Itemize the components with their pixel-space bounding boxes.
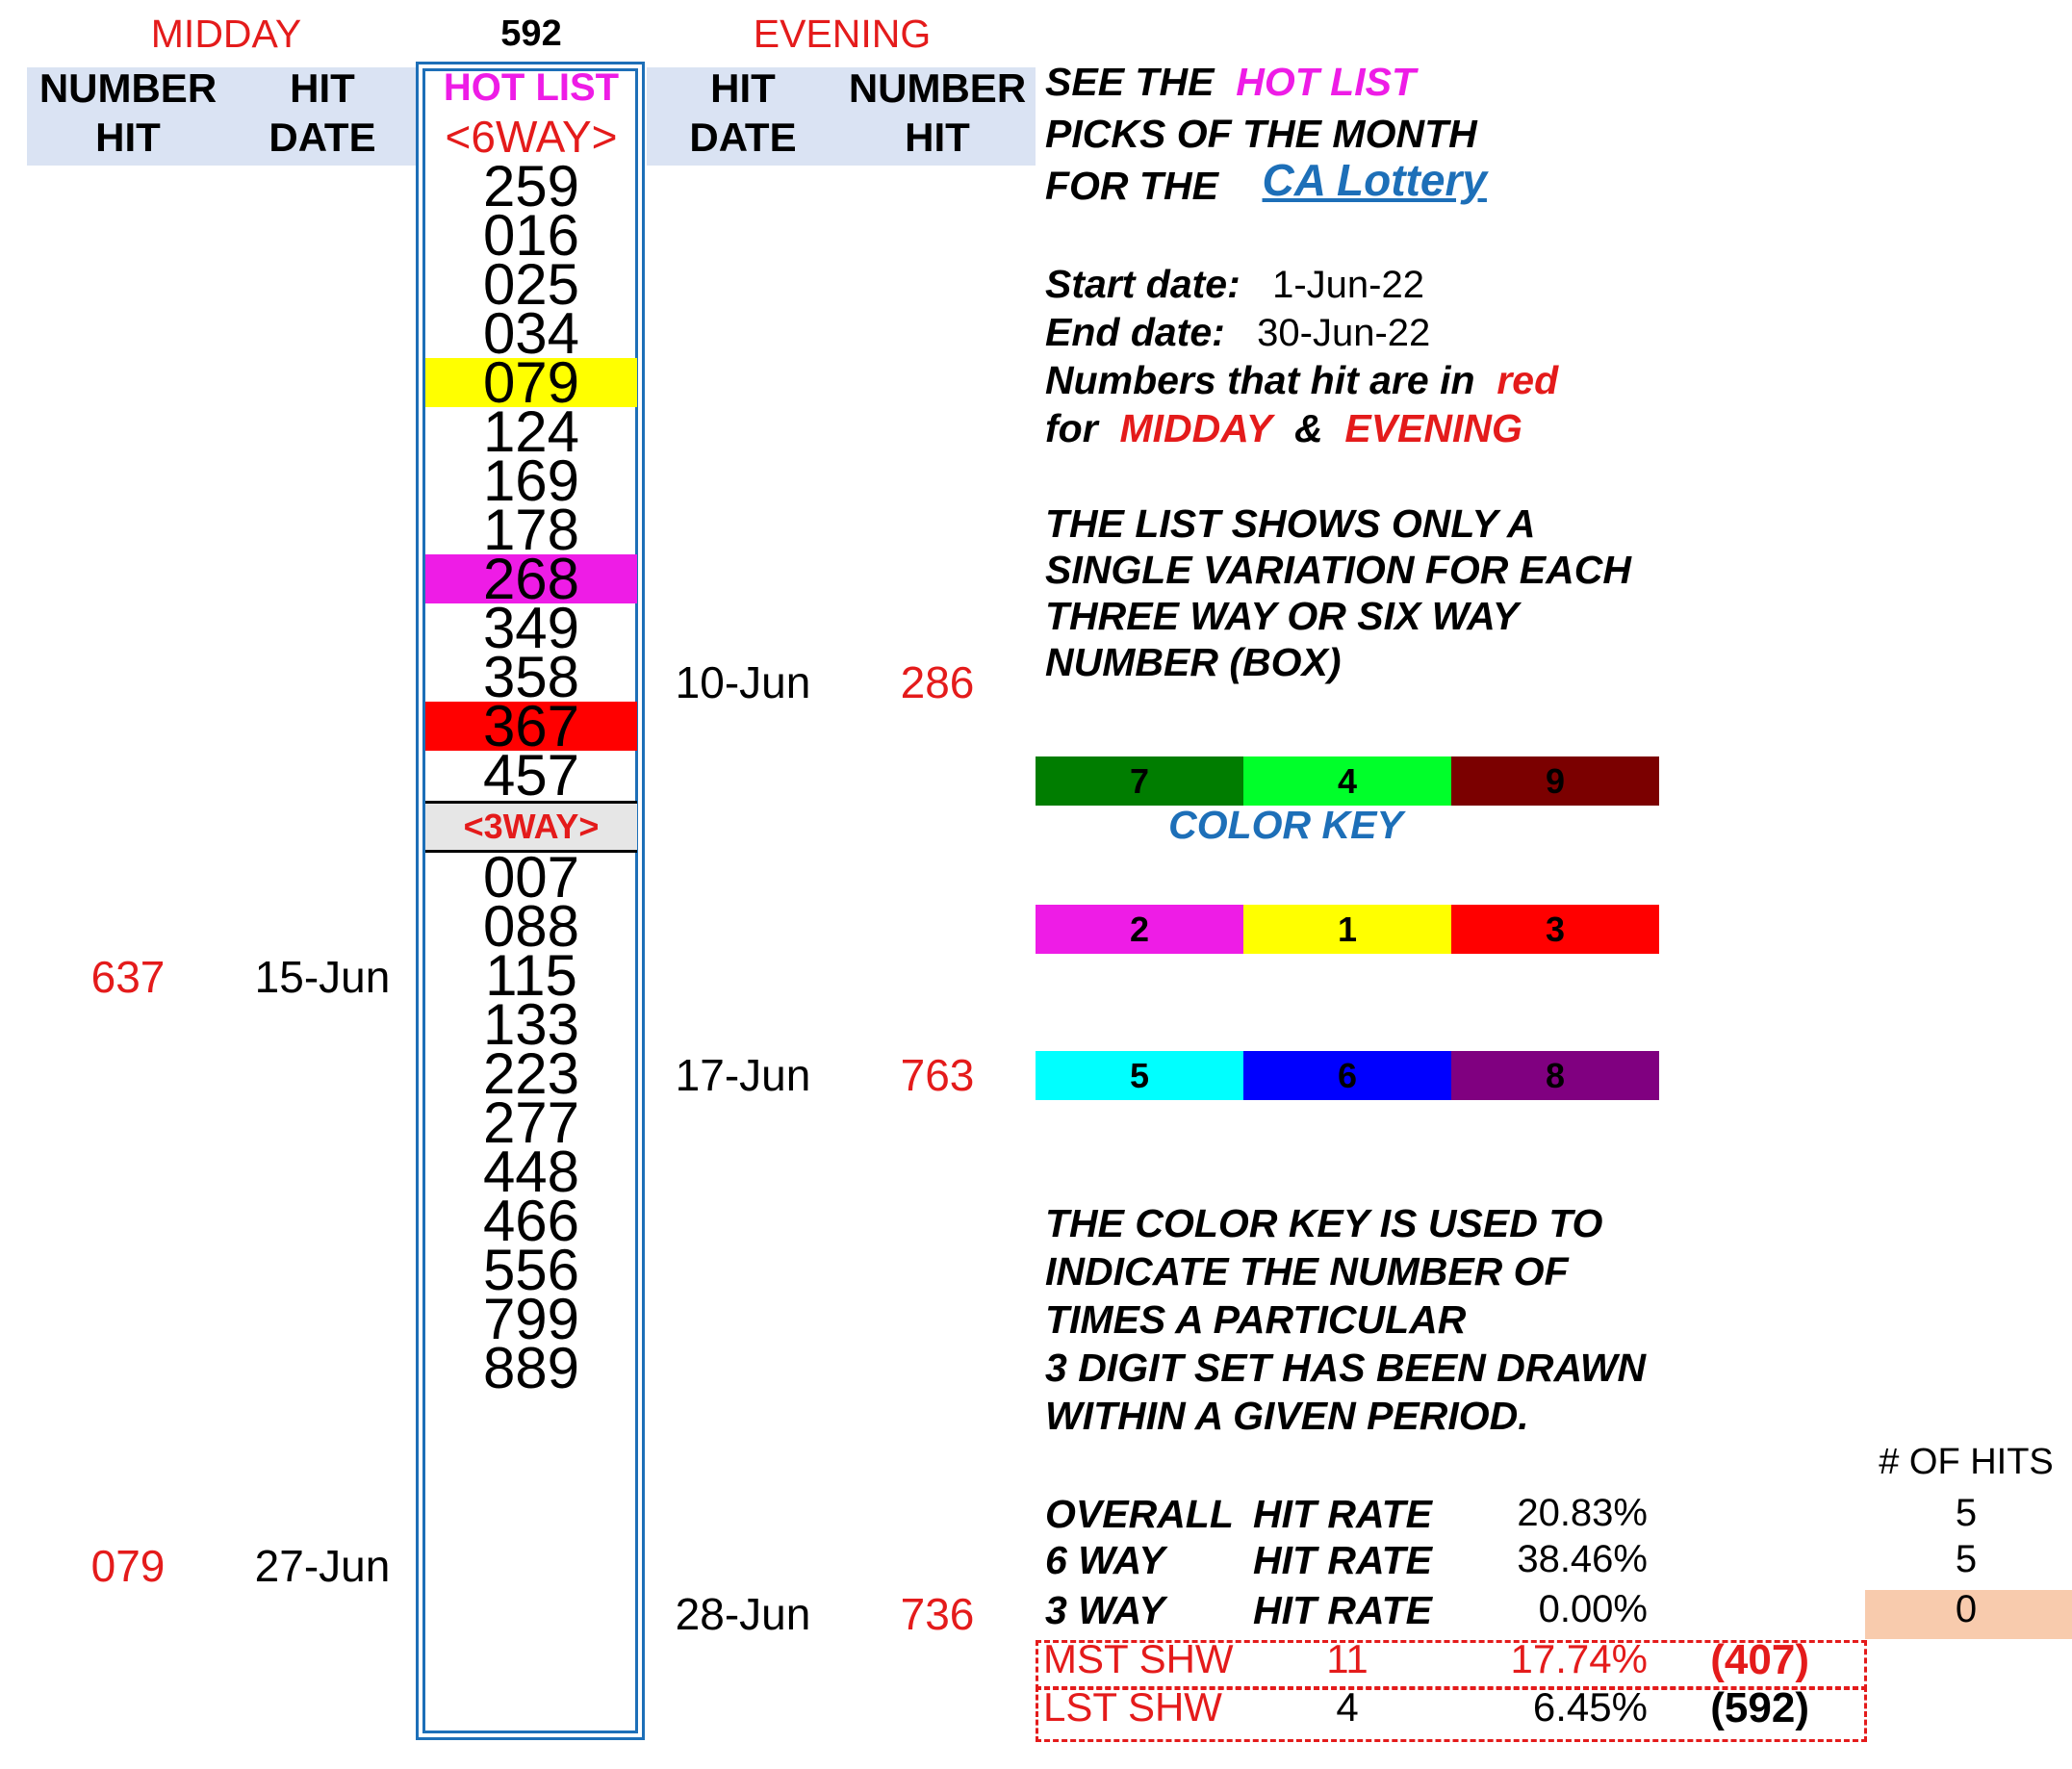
hot-list-column: HOT LIST <6WAY> 259 016 025 034 079 124 169 178…	[416, 62, 647, 1742]
hot-list-number: 007	[482, 845, 580, 910]
header-right-number-hit: NUMBER HIT	[848, 65, 1027, 160]
color-key-cell: 9	[1451, 756, 1659, 806]
stats-row-label: OVERALL	[1045, 1492, 1234, 1536]
mst-count: 11	[1326, 1636, 1369, 1681]
color-key-cell: 3	[1451, 905, 1659, 954]
evening-hit-date-2: 17-Jun	[675, 1050, 811, 1100]
draw-number: 592	[500, 13, 562, 54]
stats-row-metric: HIT RATE	[1253, 1538, 1433, 1582]
evening-title: EVENING	[753, 12, 932, 56]
stats-row-label: 6 WAY	[1045, 1538, 1165, 1582]
hot-list-number: 457	[482, 743, 580, 808]
info-line-1: SEE THE HOT LIST	[1045, 60, 1416, 104]
lst-number: (592)	[1710, 1684, 1809, 1731]
hot-list-outer-border	[416, 62, 645, 1740]
hot-list-number: 349	[482, 596, 580, 660]
hot-list-number: 466	[482, 1189, 580, 1253]
color-key-cell: 6	[1243, 1051, 1451, 1100]
lst-label: LST SHW	[1043, 1684, 1222, 1730]
midday-hit-number-2: 079	[90, 1541, 166, 1591]
end-date: End date: 30-Jun-22	[1045, 310, 1431, 354]
start-date: Start date: 1-Jun-22	[1045, 262, 1424, 306]
hot-list-inner-border	[422, 68, 638, 1733]
three-way-separator-top	[425, 801, 637, 804]
stats-row-pct: 38.46%	[1517, 1538, 1648, 1580]
evening-hit-number-2: 763	[900, 1050, 975, 1100]
mst-label: MST SHW	[1043, 1636, 1234, 1681]
lst-count: 4	[1336, 1684, 1359, 1730]
stats-row-metric: HIT RATE	[1253, 1588, 1433, 1632]
info-line-2: PICKS OF THE MONTH	[1045, 112, 1477, 156]
stats-row-pct: 0.00%	[1538, 1588, 1648, 1630]
hot-list-number: 178	[482, 498, 580, 562]
hot-list-number: 556	[482, 1238, 580, 1302]
stats-row-hits: 0	[1955, 1588, 1978, 1630]
header-band-right	[647, 67, 1036, 166]
hot-list-number: 169	[482, 449, 580, 513]
hits-header: # OF HITS	[1879, 1442, 2054, 1482]
midday-title: MIDDAY	[150, 12, 302, 56]
zero-hits-highlight	[1865, 1590, 2072, 1639]
header-band-left	[27, 67, 416, 166]
hot-list-number: 268	[425, 551, 637, 608]
hot-list-number: 025	[482, 252, 580, 317]
hot-list-number: 079	[425, 354, 637, 412]
ca-lottery-link[interactable]: CA Lottery	[1262, 155, 1487, 205]
stats-row-metric: HIT RATE	[1253, 1492, 1433, 1536]
midday-hit-number-1: 637	[90, 952, 166, 1002]
color-key-cell: 5	[1036, 1051, 1243, 1100]
header-right-hit-date: HIT DATE	[689, 65, 797, 160]
list-note: THE LIST SHOWS ONLY A SINGLE VARIATION F…	[1045, 501, 1631, 684]
color-key-cell: 2	[1036, 905, 1243, 954]
hot-list-number: 133	[482, 992, 580, 1057]
hot-list-number: 088	[482, 894, 580, 959]
color-key-cell: 1	[1243, 905, 1451, 954]
header-left-hit-date: HIT DATE	[269, 65, 376, 160]
header-left-number-hit: NUMBER HIT	[38, 65, 217, 160]
hot-list-number: 358	[482, 645, 580, 709]
lst-pct: 6.45%	[1532, 1684, 1648, 1730]
three-way-separator-bottom	[425, 850, 637, 853]
evening-hit-date-3: 28-Jun	[675, 1589, 811, 1639]
hot-list-number: 223	[482, 1041, 580, 1106]
session-note: for MIDDAY & EVENING	[1045, 406, 1522, 450]
midday-hit-date-2: 27-Jun	[254, 1541, 391, 1591]
hot-list-number: 277	[482, 1090, 580, 1155]
hot-list-number: 367	[425, 698, 637, 756]
hot-list-title: HOT LIST	[443, 66, 620, 109]
hot-list-number: 889	[482, 1336, 580, 1400]
hot-list-number: 259	[482, 154, 580, 218]
info-line-3: FOR THE CA Lottery	[1045, 155, 1487, 208]
midday-hit-date-1: 15-Jun	[254, 952, 391, 1002]
color-key-cell: 4	[1243, 756, 1451, 806]
lst-box	[1036, 1686, 1867, 1742]
key-note: THE COLOR KEY IS USED TO INDICATE THE NU…	[1045, 1201, 1647, 1438]
stats-row-hits: 5	[1955, 1492, 1978, 1534]
evening-hit-number-3: 736	[900, 1589, 975, 1639]
evening-hit-date-1: 10-Jun	[675, 657, 811, 707]
hot-list-number: 124	[482, 399, 580, 464]
stats-row-hits: 5	[1955, 1538, 1978, 1580]
red-note: Numbers that hit are in red	[1045, 358, 1559, 402]
color-key-label: COLOR KEY	[1168, 803, 1403, 847]
three-way-label: <3WAY>	[425, 804, 637, 850]
color-key-cell: 8	[1451, 1051, 1659, 1100]
evening-hit-number-1: 286	[900, 657, 975, 707]
color-key-cell: 7	[1036, 756, 1243, 806]
hot-list-number: 016	[482, 203, 580, 268]
stats-row-label: 3 WAY	[1045, 1588, 1165, 1632]
hot-list-number: 799	[482, 1287, 580, 1351]
six-way-label: <6WAY>	[445, 112, 618, 162]
hot-list-number: 034	[482, 301, 580, 366]
mst-pct: 17.74%	[1510, 1636, 1648, 1681]
hot-list-number: 115	[485, 943, 577, 1008]
hot-list-number: 448	[482, 1140, 580, 1204]
stats-row-pct: 20.83%	[1517, 1492, 1648, 1534]
mst-number: (407)	[1710, 1636, 1809, 1683]
